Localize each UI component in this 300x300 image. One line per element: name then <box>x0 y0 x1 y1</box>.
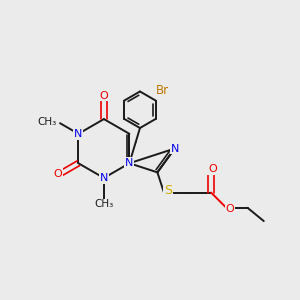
Text: CH₃: CH₃ <box>94 200 113 209</box>
Text: S: S <box>164 184 172 197</box>
Text: N: N <box>125 158 134 168</box>
Text: N: N <box>74 129 82 139</box>
Text: O: O <box>226 204 234 214</box>
Text: N: N <box>170 143 179 154</box>
Text: O: O <box>208 164 217 174</box>
Text: O: O <box>100 91 108 100</box>
Text: O: O <box>53 169 62 179</box>
Text: CH₃: CH₃ <box>38 117 57 127</box>
Text: N: N <box>100 173 108 183</box>
Text: Br: Br <box>156 83 169 97</box>
